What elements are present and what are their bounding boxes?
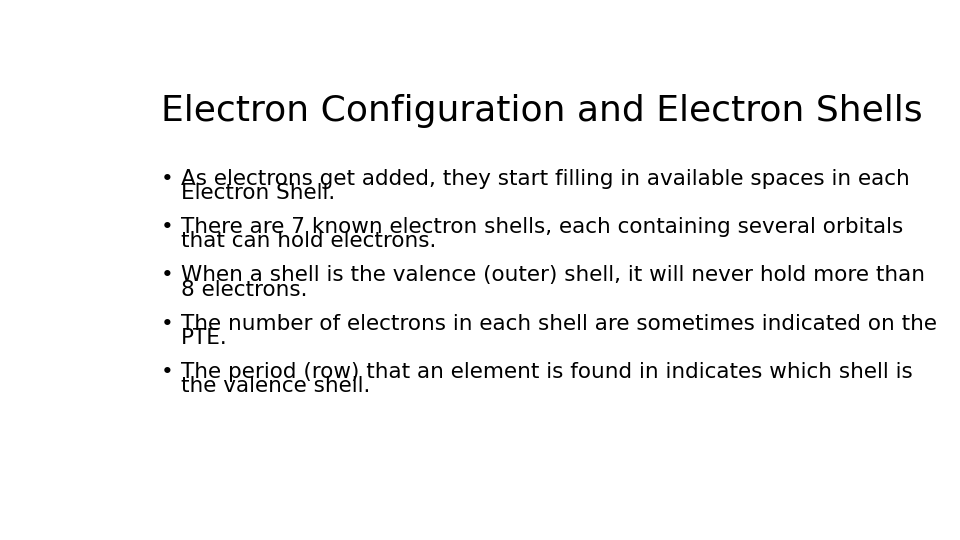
Text: As electrons get added, they start filling in available spaces in each: As electrons get added, they start filli… (181, 168, 910, 189)
Text: •: • (161, 168, 174, 189)
Text: The number of electrons in each shell are sometimes indicated on the: The number of electrons in each shell ar… (181, 314, 937, 334)
Text: •: • (161, 265, 174, 285)
Text: •: • (161, 217, 174, 237)
Text: There are 7 known electron shells, each containing several orbitals: There are 7 known electron shells, each … (181, 217, 903, 237)
Text: PTE.: PTE. (181, 328, 228, 348)
Text: the valence shell.: the valence shell. (181, 376, 371, 396)
Text: that can hold electrons.: that can hold electrons. (181, 231, 437, 251)
Text: The period (row) that an element is found in indicates which shell is: The period (row) that an element is foun… (181, 362, 913, 382)
Text: Electron Configuration and Electron Shells: Electron Configuration and Electron Shel… (161, 94, 923, 128)
Text: 8 electrons.: 8 electrons. (181, 280, 307, 300)
Text: Electron Shell.: Electron Shell. (181, 183, 335, 203)
Text: •: • (161, 314, 174, 334)
Text: •: • (161, 362, 174, 382)
Text: When a shell is the valence (outer) shell, it will never hold more than: When a shell is the valence (outer) shel… (181, 265, 925, 285)
